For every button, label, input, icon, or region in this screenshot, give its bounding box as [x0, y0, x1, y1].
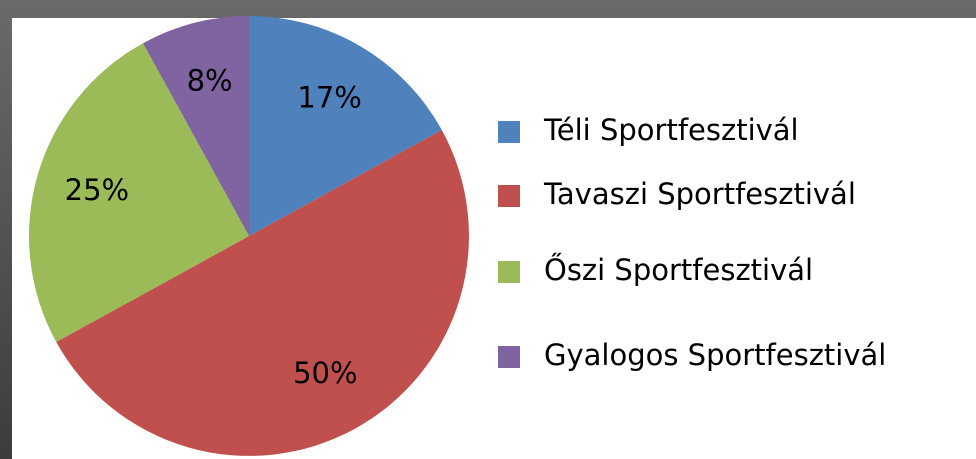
legend-swatch	[498, 346, 520, 368]
data-label: 25%	[65, 173, 129, 207]
pie-slice	[28, 43, 249, 342]
data-label: 50%	[293, 356, 357, 390]
legend-swatch	[498, 121, 520, 143]
pie-slice	[56, 130, 469, 456]
data-label: 8%	[187, 64, 233, 98]
legend-label: Tavaszi Sportfesztivál	[543, 177, 856, 211]
legend-label: Gyalogos Sportfesztivál	[544, 338, 886, 372]
pie-slice	[143, 16, 249, 236]
legend-swatch	[498, 185, 520, 207]
legend-label: Téli Sportfesztivál	[543, 113, 799, 147]
legend-swatch	[498, 261, 520, 283]
legend-label: Őszi Sportfesztivál	[544, 253, 813, 287]
data-label: 17%	[297, 81, 361, 115]
pie-slice	[249, 16, 442, 236]
